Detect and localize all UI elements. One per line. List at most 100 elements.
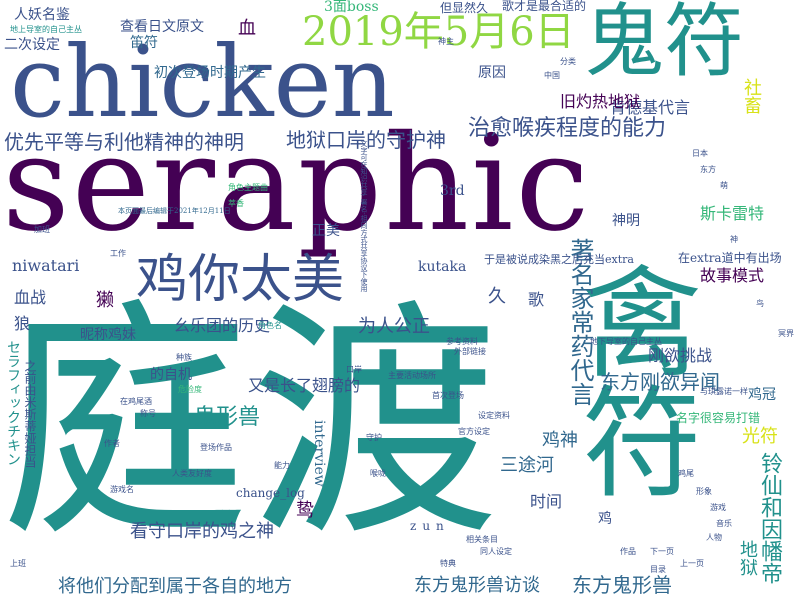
word: 血 (238, 18, 256, 39)
word: 角色主题曲 (228, 183, 268, 192)
word: 上一页 (680, 559, 704, 568)
word: 种族 (176, 353, 192, 362)
word: 昵称鸡妹 (80, 327, 136, 343)
word: 首次登场 (432, 391, 464, 400)
word: 上班 (10, 559, 26, 568)
word: 旧灼热地狱 (560, 92, 641, 111)
word: 铃仙和因幡帝 (757, 452, 782, 584)
word: interview (311, 420, 327, 487)
word: 禽符 (561, 260, 700, 500)
word: 二次设定 (4, 37, 60, 53)
word: 三途河 (500, 455, 554, 476)
word: 角色名 (258, 321, 282, 330)
word: 獭 (96, 290, 114, 311)
word: 鸡 (598, 511, 612, 527)
word: 2019年5月6日 (302, 9, 575, 55)
word: 名字很容易打错 (676, 411, 761, 425)
word: 同人设定 (480, 547, 512, 556)
word: 喉咙 (370, 469, 386, 478)
word: 幺乐团的历史 (174, 316, 271, 335)
word: 光符 (742, 426, 778, 447)
word: 神 (730, 235, 738, 244)
word: 歌 (528, 290, 545, 309)
word: 鸷 (296, 500, 314, 521)
word: 东方鬼形兽访谈 (414, 575, 540, 596)
word: 音乐 (716, 519, 732, 528)
word: 在鸡尾酒 (120, 397, 152, 406)
word: 斯卡雷特 (700, 204, 765, 223)
word: 萌 (720, 181, 728, 190)
word: 鬼形兽 (194, 405, 261, 430)
word: 著名家常药代言 (566, 238, 594, 406)
word: 形象 (696, 487, 712, 496)
word: 血战 (14, 288, 47, 307)
word: 优先平等与利他精神的神明 (4, 130, 244, 154)
word: 相关条目 (466, 535, 498, 544)
word: 神主 (438, 37, 454, 46)
word: seraphic (2, 107, 592, 261)
word: 游戏 (710, 503, 726, 512)
word: 日本 (692, 149, 708, 158)
word: 社畜 (741, 78, 762, 114)
word: 与琪露诺一样 (700, 387, 748, 396)
word: 东方刚欲异闻 (600, 370, 720, 394)
word: 作者 (104, 439, 120, 448)
word: 久 (488, 286, 506, 307)
word: 初次登场时期产生 (154, 65, 266, 81)
word: 分类 (560, 57, 576, 66)
word: 人妖名鉴 (14, 7, 70, 23)
word: 地上导室的自己主丛 (10, 25, 82, 34)
word: 笛符 (130, 35, 158, 51)
word: 正美 (312, 223, 340, 239)
word: 刚欲挑战 (648, 346, 713, 365)
word: 设定资料 (478, 411, 510, 420)
word: 又是长了翅膀的 (248, 376, 361, 395)
word: 目录 (650, 565, 666, 574)
word: 登场作品 (200, 443, 232, 452)
word: 于是被说成染黑之后充当extra (484, 253, 634, 266)
word: 原因 (478, 65, 506, 81)
word: 守护 (366, 433, 382, 442)
word: 官方设定 (458, 427, 490, 436)
word: 鸡冠 (748, 387, 776, 403)
word: 在extra道中有出场 (678, 251, 782, 265)
word: 地狱口岸的守护神 (286, 128, 446, 152)
word: 查看日文原文 (120, 19, 204, 35)
word: 文字可在知识共享 署名-相同方式共享协议下使用 (360, 140, 368, 292)
word: change_log (236, 486, 305, 500)
word: 但显然久 (440, 1, 489, 15)
word: 口岸 (346, 365, 362, 374)
word: 人类友好度 (172, 469, 212, 478)
word: 治愈喉疾程度的能力 (468, 116, 667, 141)
word: 鸡神 (542, 430, 578, 451)
word: 鸡你太美 (136, 250, 345, 310)
word: 外部链接 (454, 347, 486, 356)
word: 肯德基代言 (610, 98, 691, 117)
word: niwatari (12, 256, 80, 275)
word: 的自机 (150, 367, 192, 383)
word: 能力 (274, 461, 290, 470)
word: 工作 (110, 249, 126, 258)
word: 鸡尾 (678, 469, 694, 478)
word: 中国 (544, 71, 560, 80)
word: セラフィックチキン (5, 340, 21, 466)
word: 危险度 (178, 385, 202, 394)
word: 鬼符 (584, 0, 744, 88)
word: 加班 (34, 225, 50, 234)
word: 鸟 (756, 299, 764, 308)
word: 特典 (440, 559, 456, 568)
word: 参考资料 (446, 337, 478, 346)
word: 下一页 (650, 547, 674, 556)
word: 地狱 (737, 540, 758, 576)
word: 主要活动场所 (388, 371, 436, 380)
word: chicken (10, 26, 395, 140)
word: 时间 (530, 492, 563, 511)
word: 萃香 (228, 199, 244, 208)
word: 故事模式 (700, 266, 765, 285)
word: 3面boss (324, 0, 379, 15)
word: 东方 (700, 165, 716, 174)
word: 将他们分配到属于各自的地方 (58, 576, 292, 597)
word: 游戏名 (110, 485, 134, 494)
word: 歌才是最合适的 (502, 0, 587, 13)
